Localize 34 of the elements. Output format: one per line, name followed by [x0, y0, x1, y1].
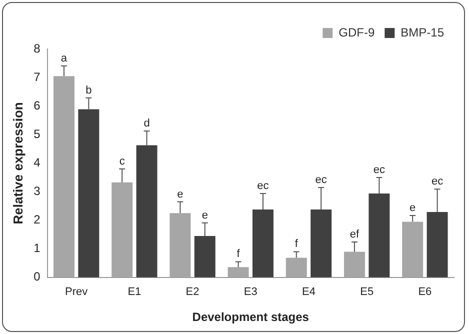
x-axis-title: Development stages: [192, 310, 310, 324]
legend-label: GDF-9: [338, 25, 375, 40]
x-tick-label: E5: [360, 286, 374, 298]
data-label: a: [60, 52, 68, 64]
y-axis-title: Relative expression: [10, 102, 26, 224]
data-label: ef: [350, 228, 360, 241]
data-label: b: [86, 84, 92, 96]
legend-label: BMP-15: [400, 25, 444, 40]
x-tick-label: E2: [186, 286, 200, 298]
x-tick-label: E3: [244, 286, 258, 298]
data-label: ec: [315, 174, 328, 186]
data-label: d: [144, 117, 150, 130]
y-tick-label: 8: [34, 41, 41, 56]
y-tick-label: 1: [34, 241, 41, 256]
y-tick-label: 6: [34, 98, 41, 112]
y-tick-label: 5: [34, 126, 41, 141]
data-label: ec: [431, 176, 444, 188]
y-tick-label: 3: [34, 184, 41, 198]
y-tick-label: 0: [34, 270, 41, 284]
y-tick-label: 4: [34, 156, 41, 170]
data-label: c: [119, 155, 126, 168]
y-tick-label: 7: [34, 70, 41, 84]
x-tick-label: Prev: [65, 286, 88, 298]
x-tick-label: E6: [418, 286, 432, 298]
data-label: ec: [373, 164, 386, 176]
data-label: f: [294, 238, 299, 250]
data-label: e: [202, 209, 208, 222]
x-tick-label: E4: [302, 286, 316, 298]
x-tick-label: E1: [128, 286, 142, 298]
y-tick-label: 2: [34, 212, 41, 227]
data-label: e: [177, 188, 184, 200]
data-label: ec: [257, 180, 270, 192]
data-label: e: [410, 202, 416, 214]
data-label: f: [236, 248, 241, 260]
